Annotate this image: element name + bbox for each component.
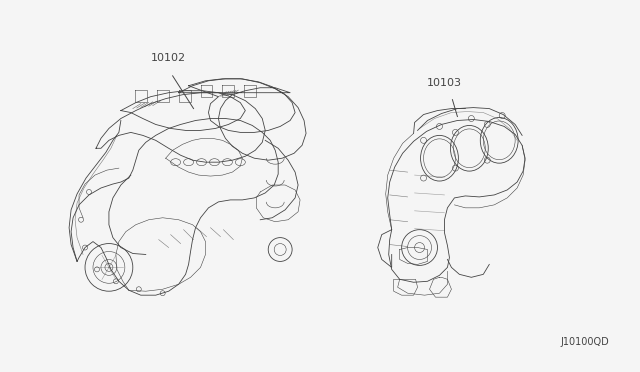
Text: J10100QD: J10100QD [560,337,609,347]
Text: 10103: 10103 [427,78,462,88]
Text: 10102: 10102 [151,53,186,63]
